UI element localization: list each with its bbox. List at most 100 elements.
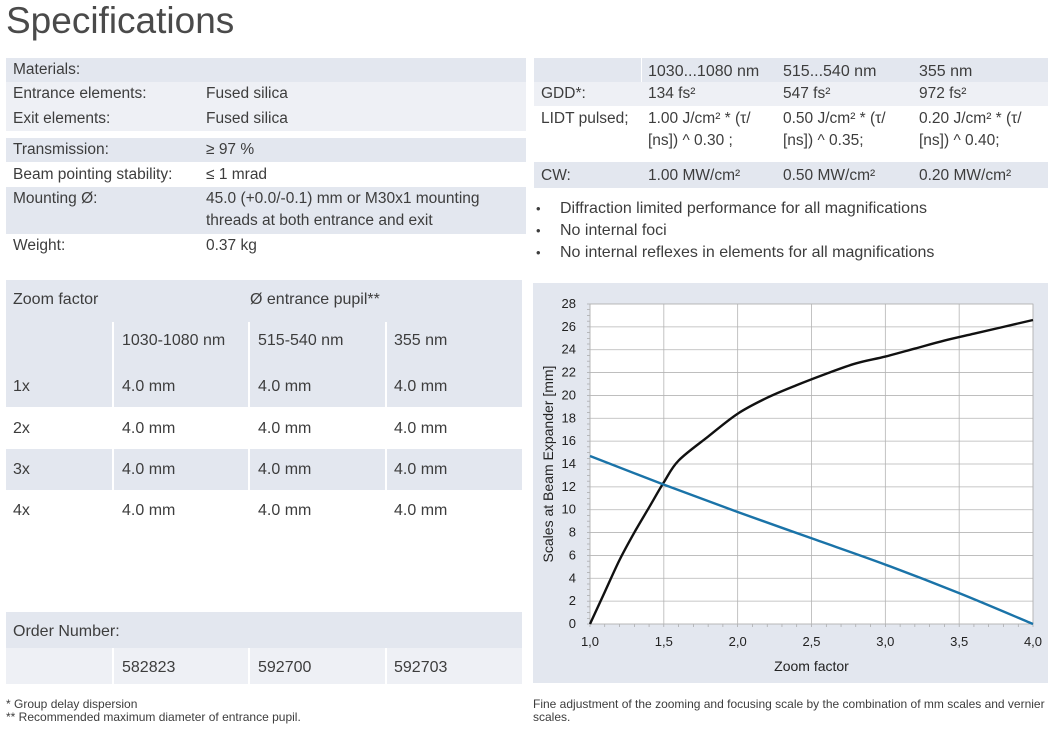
zoom-subheader: 1030-1080 nm bbox=[122, 332, 226, 349]
gdd-value: 134 fs² bbox=[648, 85, 696, 102]
x-axis-label: Zoom factor bbox=[774, 658, 849, 674]
materials-value-cont: threads at both entrance and exit bbox=[206, 212, 433, 229]
lidt-pulsed-value-cont: [ns]) ^ 0.30 ; bbox=[648, 132, 733, 149]
materials-label: Entrance elements: bbox=[13, 85, 147, 102]
zoom-subheader: 355 nm bbox=[394, 332, 448, 349]
gdd-value: 972 fs² bbox=[919, 85, 967, 102]
table-row: 3x 4.0 mm 4.0 mm 4.0 mm bbox=[6, 449, 522, 490]
pupil-cell: 4.0 mm bbox=[122, 461, 176, 478]
materials-row bbox=[6, 82, 526, 131]
y-tick-label: 16 bbox=[562, 433, 576, 448]
y-tick-label: 0 bbox=[569, 616, 576, 631]
lidt-pulsed-value: 1.00 J/cm² * (τ/ bbox=[648, 110, 751, 127]
y-tick-label: 14 bbox=[562, 456, 576, 471]
materials-header: Materials: bbox=[13, 61, 81, 78]
entrance-pupil-header: Ø entrance pupil** bbox=[250, 291, 380, 308]
y-tick-label: 2 bbox=[569, 593, 576, 608]
x-tick-label: 3,0 bbox=[876, 634, 894, 649]
cw-label: CW: bbox=[541, 167, 571, 184]
zoom-factor-cell: 2x bbox=[13, 420, 30, 437]
order-number-label: Order Number: bbox=[13, 623, 120, 640]
y-tick-label: 28 bbox=[562, 296, 576, 311]
materials-label: Mounting Ø: bbox=[13, 190, 98, 207]
pupil-cell: 4.0 mm bbox=[394, 420, 448, 437]
y-tick-label: 26 bbox=[562, 319, 576, 334]
zoom-factor-cell: 1x bbox=[13, 378, 30, 395]
lidt-col-header: 355 nm bbox=[919, 63, 973, 80]
lidt-pulsed-value-cont: [ns]) ^ 0.35; bbox=[783, 132, 864, 149]
pupil-cell: 4.0 mm bbox=[394, 502, 448, 519]
zoom-chart-panel: 0 2 4 6 8 10 12 14 16 18 20 22 24 26 28 1,0 1,5 2,0 2,5 3,0… bbox=[533, 283, 1048, 683]
y-axis-label: Scales at Beam Expander [mm] bbox=[540, 366, 556, 563]
y-tick-label: 12 bbox=[562, 479, 576, 494]
y-tick-label: 10 bbox=[562, 502, 576, 517]
zoom-factor-cell: 4x bbox=[13, 502, 30, 519]
y-tick-label: 18 bbox=[562, 410, 576, 425]
lidt-pulsed-value: 0.20 J/cm² * (τ/ bbox=[919, 110, 1022, 127]
x-tick-label: 4,0 bbox=[1024, 634, 1042, 649]
page-title: Specifications bbox=[6, 0, 235, 41]
materials-header-row: Materials: bbox=[6, 58, 526, 82]
materials-table: Materials: Entrance elements: Fused sili… bbox=[6, 58, 526, 258]
x-tick-label: 1,0 bbox=[581, 634, 599, 649]
lidt-pulsed-label: LIDT pulsed; bbox=[541, 110, 629, 127]
zoom-table: Zoom factor Ø entrance pupil** 1030-1080… bbox=[6, 280, 522, 519]
x-tick-label: 1,5 bbox=[655, 634, 673, 649]
cw-value: 1.00 MW/cm² bbox=[648, 167, 741, 184]
gdd-label: GDD*: bbox=[541, 85, 586, 102]
pupil-cell: 4.0 mm bbox=[394, 378, 448, 395]
footnote-chart: Fine adjustment of the zooming and focus… bbox=[533, 697, 1045, 724]
lidt-pulsed-value-cont: [ns]) ^ 0.40; bbox=[919, 132, 1000, 149]
materials-row: Mounting Ø: 45.0 (+0.0/-0.1) mm or M30x1… bbox=[6, 187, 526, 234]
materials-value: Fused silica bbox=[206, 85, 288, 102]
lidt-col-header: 1030...1080 nm bbox=[648, 63, 760, 80]
lidt-row-cw: CW: 1.00 MW/cm² 0.50 MW/cm² 0.20 MW/cm² bbox=[534, 162, 1048, 188]
order-number: 592703 bbox=[394, 659, 448, 676]
pupil-cell: 4.0 mm bbox=[258, 502, 312, 519]
cw-value: 0.50 MW/cm² bbox=[783, 167, 876, 184]
y-tick-label: 20 bbox=[562, 387, 576, 402]
lidt-header-row: 1030...1080 nm 515...540 nm 355 nm bbox=[534, 58, 1048, 82]
footnote-pupil: ** Recommended maximum diameter of entra… bbox=[6, 710, 301, 724]
pupil-cell: 4.0 mm bbox=[258, 378, 312, 395]
gdd-value: 547 fs² bbox=[783, 85, 831, 102]
pupil-cell: 4.0 mm bbox=[122, 378, 176, 395]
list-item: No internal reflexes in elements for all… bbox=[534, 242, 1048, 264]
materials-value: 0.37 kg bbox=[206, 237, 257, 254]
materials-label: Exit elements: bbox=[13, 110, 111, 127]
series-line bbox=[589, 454, 1034, 626]
zoom-factor-cell: 3x bbox=[13, 461, 30, 478]
materials-label: Beam pointing stability: bbox=[13, 166, 173, 183]
lidt-col-header: 515...540 nm bbox=[783, 63, 877, 80]
order-values-row: 582823 592700 592703 bbox=[6, 648, 522, 684]
table-row: 2x 4.0 mm 4.0 mm 4.0 mm bbox=[6, 408, 522, 449]
x-tick-label: 2,0 bbox=[729, 634, 747, 649]
materials-label: Transmission: bbox=[13, 141, 109, 158]
list-item: No internal foci bbox=[534, 220, 1048, 242]
materials-value: Fused silica bbox=[206, 110, 288, 127]
table-row: 1x 4.0 mm 4.0 mm 4.0 mm bbox=[6, 366, 522, 407]
materials-row: Transmission: ≥ 97 % bbox=[6, 138, 526, 162]
table-row: 4x 4.0 mm 4.0 mm 4.0 mm bbox=[6, 490, 522, 531]
x-tick-label: 3,5 bbox=[950, 634, 968, 649]
zoom-header-row: Zoom factor Ø entrance pupil** 1030-1080… bbox=[6, 280, 522, 366]
series-line bbox=[588, 318, 1034, 625]
order-number: 592700 bbox=[258, 659, 312, 676]
y-tick-label: 8 bbox=[569, 525, 576, 540]
lidt-table: 1030...1080 nm 515...540 nm 355 nm GDD*:… bbox=[534, 58, 1048, 193]
order-number: 582823 bbox=[122, 659, 176, 676]
materials-value: ≤ 1 mrad bbox=[206, 166, 268, 183]
cw-value: 0.20 MW/cm² bbox=[919, 167, 1012, 184]
y-tick-label: 22 bbox=[562, 365, 576, 380]
lidt-row-gdd: GDD*: 134 fs² 547 fs² 972 fs² bbox=[534, 82, 1048, 106]
zoom-factor-header: Zoom factor bbox=[13, 291, 99, 308]
materials-label: Weight: bbox=[13, 237, 66, 254]
pupil-cell: 4.0 mm bbox=[122, 420, 176, 437]
list-item: Diffraction limited performance for all … bbox=[534, 198, 1048, 220]
y-tick-label: 24 bbox=[562, 342, 576, 357]
pupil-cell: 4.0 mm bbox=[258, 461, 312, 478]
zoom-subheader: 515-540 nm bbox=[258, 332, 344, 349]
footnote-gdd: * Group delay dispersion bbox=[6, 697, 138, 711]
lidt-row-pulsed: LIDT pulsed; 1.00 J/cm² * (τ/ 0.50 J/cm²… bbox=[534, 107, 1048, 155]
